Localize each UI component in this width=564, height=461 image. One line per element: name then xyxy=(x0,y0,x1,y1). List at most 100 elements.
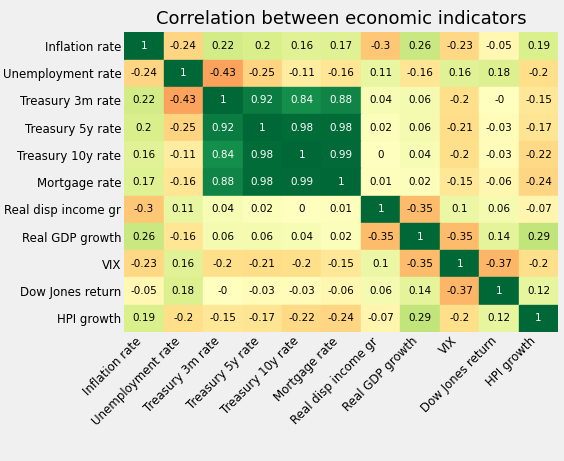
Text: -0.06: -0.06 xyxy=(328,286,355,296)
Text: -0.24: -0.24 xyxy=(328,313,355,323)
Bar xyxy=(440,114,479,141)
Text: -0.15: -0.15 xyxy=(446,177,473,187)
Text: 0.99: 0.99 xyxy=(290,177,314,187)
Text: 0.26: 0.26 xyxy=(132,231,156,242)
Bar xyxy=(440,223,479,250)
Text: 1: 1 xyxy=(456,259,463,269)
Bar xyxy=(321,196,361,223)
Bar xyxy=(321,168,361,196)
Text: -0.25: -0.25 xyxy=(249,68,276,78)
Bar xyxy=(164,196,203,223)
Text: -0.17: -0.17 xyxy=(525,123,552,133)
Text: -0: -0 xyxy=(494,95,504,106)
Bar xyxy=(361,59,400,87)
Text: -0.16: -0.16 xyxy=(328,68,355,78)
Text: 0.06: 0.06 xyxy=(409,95,431,106)
Bar xyxy=(519,278,558,305)
Bar xyxy=(321,59,361,87)
Text: -0.07: -0.07 xyxy=(525,204,552,214)
Text: 0.06: 0.06 xyxy=(488,204,510,214)
Bar xyxy=(203,114,243,141)
Bar xyxy=(164,223,203,250)
Bar xyxy=(282,114,321,141)
Bar xyxy=(400,59,440,87)
Text: 0.04: 0.04 xyxy=(212,204,234,214)
Text: -0.2: -0.2 xyxy=(528,68,549,78)
Text: 0.29: 0.29 xyxy=(408,313,432,323)
Bar xyxy=(479,141,519,168)
Text: 0.12: 0.12 xyxy=(487,313,511,323)
Bar xyxy=(361,278,400,305)
Bar xyxy=(321,87,361,114)
Bar xyxy=(124,305,164,332)
Bar xyxy=(164,250,203,278)
Text: -0.22: -0.22 xyxy=(525,150,552,160)
Text: -0.2: -0.2 xyxy=(528,259,549,269)
Bar xyxy=(519,250,558,278)
Text: -0.05: -0.05 xyxy=(486,41,513,51)
Bar xyxy=(321,32,361,59)
Bar xyxy=(243,223,282,250)
Text: -0.07: -0.07 xyxy=(367,313,394,323)
Text: -0.2: -0.2 xyxy=(213,259,233,269)
Text: 0.11: 0.11 xyxy=(369,68,393,78)
Bar xyxy=(164,87,203,114)
Bar xyxy=(243,32,282,59)
Bar xyxy=(361,114,400,141)
Text: 0.01: 0.01 xyxy=(369,177,392,187)
Text: 0.98: 0.98 xyxy=(329,123,353,133)
Bar xyxy=(282,141,321,168)
Text: 0.98: 0.98 xyxy=(290,123,314,133)
Bar xyxy=(479,250,519,278)
Bar xyxy=(243,114,282,141)
Text: -0.3: -0.3 xyxy=(134,204,154,214)
Bar xyxy=(164,168,203,196)
Bar xyxy=(282,32,321,59)
Bar xyxy=(282,250,321,278)
Bar xyxy=(124,114,164,141)
Bar xyxy=(519,196,558,223)
Text: 0.2: 0.2 xyxy=(254,41,271,51)
Text: -0.2: -0.2 xyxy=(450,95,470,106)
Text: -0.15: -0.15 xyxy=(209,313,236,323)
Bar xyxy=(519,87,558,114)
Bar xyxy=(400,196,440,223)
Text: 0.26: 0.26 xyxy=(408,41,432,51)
Text: 0.02: 0.02 xyxy=(330,231,352,242)
Bar xyxy=(361,250,400,278)
Text: -0.11: -0.11 xyxy=(170,150,197,160)
Bar xyxy=(361,87,400,114)
Text: 0.22: 0.22 xyxy=(211,41,235,51)
Text: 0.04: 0.04 xyxy=(290,231,313,242)
Text: 0.84: 0.84 xyxy=(211,150,235,160)
Text: -0.23: -0.23 xyxy=(446,41,473,51)
Bar xyxy=(164,278,203,305)
Text: -0.2: -0.2 xyxy=(292,259,312,269)
Bar xyxy=(203,223,243,250)
Text: -0: -0 xyxy=(218,286,228,296)
Text: -0.22: -0.22 xyxy=(288,313,315,323)
Text: 0.22: 0.22 xyxy=(132,95,156,106)
Text: 1: 1 xyxy=(180,68,187,78)
Bar xyxy=(282,59,321,87)
Bar xyxy=(479,32,519,59)
Bar xyxy=(124,168,164,196)
Text: -0.15: -0.15 xyxy=(328,259,355,269)
Text: 0.14: 0.14 xyxy=(487,231,511,242)
Text: 1: 1 xyxy=(140,41,147,51)
Text: 0.16: 0.16 xyxy=(290,41,314,51)
Text: 0.06: 0.06 xyxy=(212,231,234,242)
Text: -0.16: -0.16 xyxy=(170,177,197,187)
Text: 0: 0 xyxy=(298,204,305,214)
Text: -0.23: -0.23 xyxy=(130,259,157,269)
Bar xyxy=(124,196,164,223)
Text: -0.15: -0.15 xyxy=(525,95,552,106)
Text: -0.17: -0.17 xyxy=(249,313,276,323)
Text: 0.16: 0.16 xyxy=(171,259,195,269)
Text: 0.16: 0.16 xyxy=(448,68,472,78)
Text: -0.24: -0.24 xyxy=(170,41,197,51)
Bar xyxy=(479,196,519,223)
Bar xyxy=(519,168,558,196)
Text: 0: 0 xyxy=(377,150,384,160)
Text: -0.16: -0.16 xyxy=(407,68,434,78)
